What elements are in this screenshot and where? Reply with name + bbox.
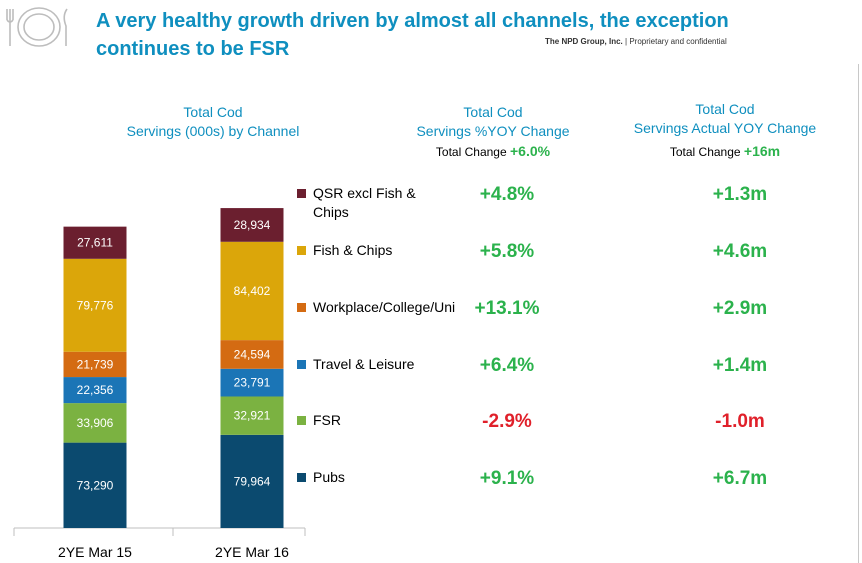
actual-total-label: Total Change — [669, 145, 741, 159]
x-tick-label: 2YE Mar 16 — [215, 544, 289, 560]
pct-header-line1: Total Cod — [463, 104, 523, 120]
data-label: 27,611 — [77, 236, 113, 250]
data-label: 79,776 — [77, 298, 114, 312]
bar-segment — [63, 351, 127, 378]
legend-label: FSR — [313, 412, 341, 428]
servings-column-header: Total Cod Servings (000s) by Channel — [98, 103, 328, 141]
legend-swatch — [297, 473, 306, 482]
legend-swatch — [297, 303, 306, 312]
data-label: 33,906 — [77, 416, 114, 430]
bar-segment — [220, 396, 284, 435]
pct-change-value: +6.4% — [479, 355, 535, 376]
actual-change-value: +1.3m — [712, 184, 768, 205]
actual-change-value: +4.6m — [712, 241, 768, 262]
data-label: 79,964 — [234, 474, 271, 488]
separator: | — [625, 37, 628, 46]
pct-header-line2: Servings %YOY Change — [416, 123, 570, 139]
company-name: The NPD Group, Inc. — [545, 37, 623, 46]
bar-segment — [220, 340, 284, 369]
actual-header-line2: Servings Actual YOY Change — [633, 120, 817, 136]
data-label: 84,402 — [234, 284, 271, 298]
bar-segment — [220, 208, 284, 242]
servings-header-line1: Total Cod — [183, 104, 243, 120]
bar-segment — [63, 442, 127, 528]
bar-segment — [220, 241, 284, 341]
bar-segment — [63, 377, 127, 404]
actual-change-value: +1.4m — [712, 355, 768, 376]
actual-total-change: Total Change +16m — [615, 143, 835, 159]
confidentiality-note: The NPD Group, Inc. | Proprietary and co… — [545, 37, 727, 46]
bar-segment — [63, 226, 127, 259]
legend-label: Pubs — [313, 469, 345, 485]
legend-label: Travel & Leisure — [313, 356, 415, 372]
legend-label: QSR excl Fish & Chips — [313, 185, 416, 220]
pct-change-value: -2.9% — [482, 411, 532, 432]
pct-change-value: +13.1% — [474, 298, 540, 319]
legend-swatch — [297, 246, 306, 255]
pct-change-value: +4.8% — [479, 184, 535, 205]
pct-change-value: +9.1% — [479, 468, 535, 489]
confidentiality-text: Proprietary and confidential — [629, 37, 727, 46]
pct-total-value: +6.0% — [509, 143, 551, 159]
data-label: 22,356 — [77, 383, 114, 397]
data-label: 73,290 — [77, 478, 114, 492]
bar-segment — [63, 403, 127, 443]
actual-change-value: +2.9m — [712, 298, 768, 319]
bar-segment — [220, 434, 284, 528]
pct-total-label: Total Change — [435, 145, 507, 159]
bar-segment — [63, 258, 127, 352]
actual-change-value: -1.0m — [715, 411, 765, 432]
plate-cutlery-icon — [6, 7, 68, 47]
data-label: 23,791 — [234, 376, 271, 390]
bar-segment — [220, 368, 284, 397]
legend-label: Fish & Chips — [313, 242, 393, 258]
title-line-2: continues to be FSR — [96, 38, 290, 60]
stacked-bar-chart: 73,290 33,906 22,356 21,739 79,776 27,611 2YE … — [13, 208, 306, 560]
data-label: 28,934 — [234, 218, 271, 232]
pct-change-column-header: Total Cod Servings %YOY Change — [393, 103, 593, 141]
servings-header-line2: Servings (000s) by Channel — [126, 123, 300, 139]
right-border — [858, 64, 859, 563]
legend-swatch — [297, 360, 306, 369]
title-line-1: A very healthy growth driven by almost a… — [96, 10, 729, 32]
actual-header-line1: Total Cod — [695, 101, 755, 117]
x-tick-label: 2YE Mar 15 — [58, 544, 132, 560]
legend-label: Workplace/College/Uni — [313, 299, 456, 315]
data-label: 21,739 — [77, 357, 114, 371]
data-label: 32,921 — [234, 409, 271, 423]
page-title: A very healthy growth driven by almost a… — [96, 7, 796, 63]
legend-swatch — [297, 189, 306, 198]
pct-change-value: +5.8% — [479, 241, 535, 262]
pct-total-change: Total Change +6.0% — [393, 143, 593, 159]
actual-change-value: +6.7m — [712, 468, 768, 489]
actual-change-column-header: Total Cod Servings Actual YOY Change — [615, 100, 835, 138]
actual-total-value: +16m — [743, 143, 781, 159]
legend-swatch — [297, 416, 306, 425]
data-label: 24,594 — [234, 347, 271, 361]
